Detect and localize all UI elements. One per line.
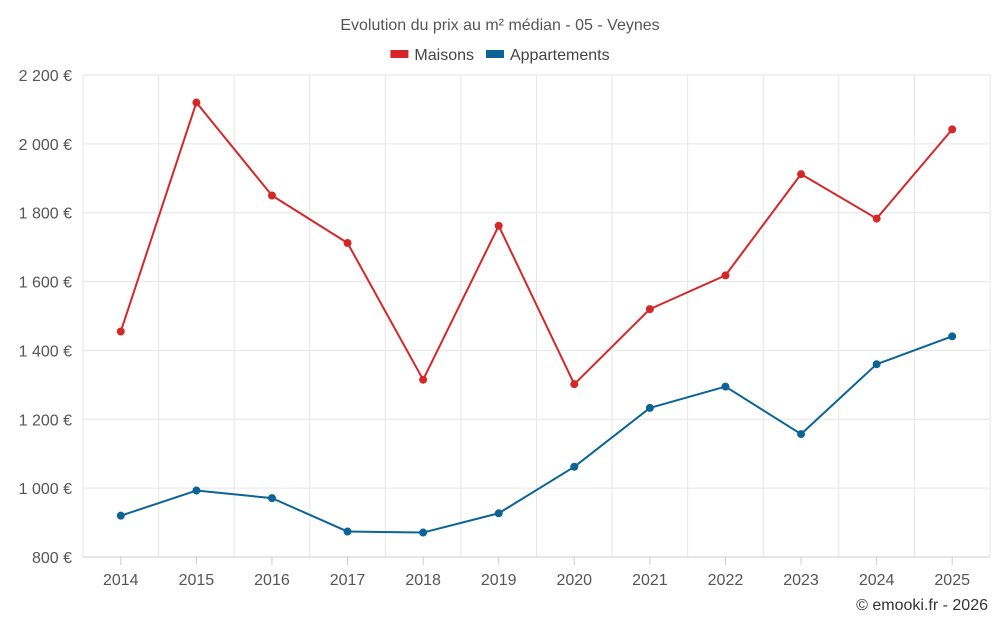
y-tick-label: 1 000 € [19,481,72,498]
x-tick-label: 2025 [934,572,970,589]
legend-label: Maisons [414,47,474,64]
legend-swatch [485,50,504,58]
data-point-maisons[interactable] [872,214,881,223]
x-tick-label: 2021 [632,572,668,589]
data-point-maisons[interactable] [721,271,730,280]
series-layer [116,98,957,537]
x-tick-label: 2023 [783,572,819,589]
data-point-appartements[interactable] [494,509,503,518]
legend-swatch [390,50,409,58]
grid [82,74,991,557]
data-point-appartements[interactable] [192,486,201,495]
x-tick-label: 2015 [179,572,215,589]
data-point-appartements[interactable] [645,403,654,412]
x-tick-label: 2020 [556,572,592,589]
data-point-maisons[interactable] [948,125,957,134]
legend-item-appartements[interactable]: Appartements [485,47,610,64]
data-point-appartements[interactable] [267,494,276,503]
data-point-appartements[interactable] [797,430,806,439]
series-line-appartements [120,335,953,534]
legend: Maisons Appartements [390,47,610,64]
y-tick-label: 800 € [32,550,72,567]
data-point-maisons[interactable] [267,191,276,200]
data-point-maisons[interactable] [343,239,352,248]
x-tick-label: 2024 [859,572,895,589]
x-tick-label: 2018 [405,572,441,589]
x-tick-label: 2017 [330,572,366,589]
data-point-appartements[interactable] [872,360,881,369]
data-point-appartements[interactable] [570,462,579,471]
y-tick-label: 1 600 € [19,275,72,292]
legend-item-maisons[interactable]: Maisons [390,47,474,64]
series-line-maisons [119,101,953,386]
x-tick-label: 2019 [481,572,517,589]
axes: 800 € 1 000 € 1 200 € 1 400 € 1 600 € 1 800 €… [19,68,990,589]
x-tick-label: 2022 [708,572,744,589]
y-tick-label: 1 200 € [19,412,72,429]
data-point-maisons[interactable] [192,98,201,107]
y-tick-label: 1 400 € [19,343,72,360]
x-tick-label: 2016 [254,572,290,589]
y-tick-label: 1 800 € [19,206,72,223]
data-point-maisons[interactable] [116,327,125,336]
data-point-maisons[interactable] [419,375,428,384]
chart-title: Evolution du prix au m² médian - 05 - Ve… [340,17,659,34]
legend-label: Appartements [510,47,610,64]
y-tick-label: 2 000 € [19,137,72,154]
data-point-appartements[interactable] [116,511,125,520]
data-point-maisons[interactable] [797,170,806,179]
credit-text: © emooki.fr - 2026 [856,597,988,614]
data-point-maisons[interactable] [645,305,654,314]
data-point-maisons[interactable] [570,380,579,389]
x-tick-label: 2014 [103,572,139,589]
data-point-maisons[interactable] [494,221,503,230]
y-tick-label: 2 200 € [19,68,72,85]
data-point-appartements[interactable] [343,527,352,536]
data-point-appartements[interactable] [419,528,428,537]
data-point-appartements[interactable] [948,332,957,341]
data-point-appartements[interactable] [721,382,730,391]
